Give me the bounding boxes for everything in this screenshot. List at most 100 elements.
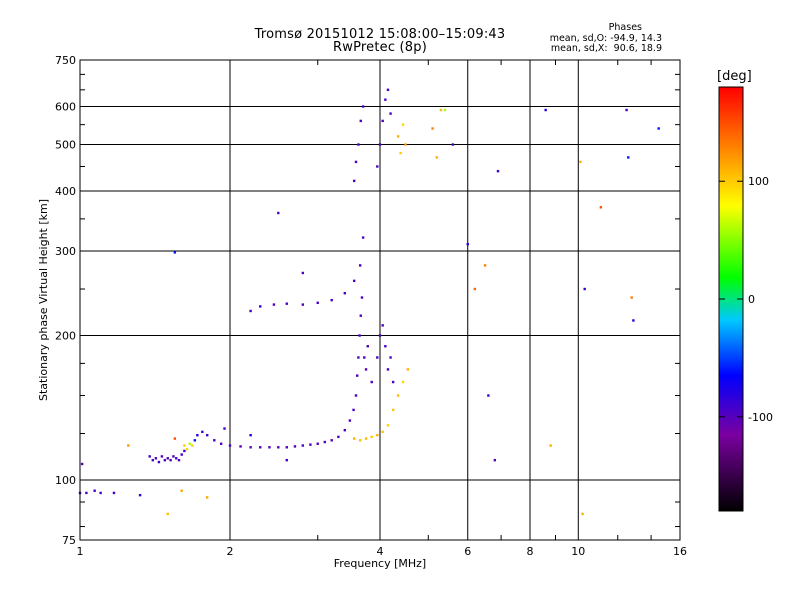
data-point xyxy=(359,314,362,317)
y-tick-label: 600 xyxy=(55,101,76,114)
data-point xyxy=(376,165,379,168)
data-point xyxy=(239,445,242,448)
data-point xyxy=(166,512,169,516)
x-tick-label: 6 xyxy=(464,545,471,558)
data-point xyxy=(630,296,633,299)
data-point xyxy=(268,446,271,449)
data-point xyxy=(583,287,586,291)
data-point xyxy=(309,443,312,446)
data-point xyxy=(381,430,384,434)
data-point xyxy=(330,439,333,442)
data-point xyxy=(157,460,161,464)
data-point xyxy=(358,439,362,442)
data-point xyxy=(386,88,390,92)
data-point xyxy=(431,127,434,130)
data-point xyxy=(549,444,552,447)
y-tick-label: 75 xyxy=(62,534,76,547)
data-point xyxy=(151,458,155,462)
y-tick-label: 200 xyxy=(55,330,76,343)
data-point xyxy=(632,319,635,322)
plot-frame xyxy=(79,59,681,541)
stats-title: Phases xyxy=(608,22,642,33)
data-point xyxy=(163,458,167,462)
data-point xyxy=(358,334,361,337)
data-point xyxy=(301,444,305,447)
data-point xyxy=(384,98,387,101)
data-point xyxy=(185,447,189,451)
data-point xyxy=(360,296,364,299)
data-point xyxy=(370,435,373,439)
data-point xyxy=(249,309,252,313)
data-point xyxy=(401,380,405,384)
data-point xyxy=(183,444,186,447)
data-point xyxy=(361,236,365,239)
data-point xyxy=(487,394,490,397)
data-point xyxy=(272,303,276,306)
data-point xyxy=(361,105,365,108)
x-tick-label: 1 xyxy=(77,545,84,558)
y-axis: 75 100 200 300 400 500 600 750 xyxy=(55,54,680,547)
data-point xyxy=(219,442,223,445)
data-point xyxy=(205,496,209,499)
data-point xyxy=(352,179,356,183)
data-point xyxy=(396,135,400,138)
data-point xyxy=(364,437,368,440)
colorbar-ticks: 100 0 -100 xyxy=(719,175,773,424)
data-point xyxy=(404,143,407,146)
y-tick-label: 500 xyxy=(55,139,76,152)
data-point xyxy=(435,156,438,159)
data-point xyxy=(191,444,194,447)
data-point xyxy=(127,444,130,447)
data-point xyxy=(466,242,469,246)
data-point xyxy=(293,445,297,448)
data-point xyxy=(386,368,390,371)
data-point xyxy=(249,433,252,437)
data-point xyxy=(196,433,199,437)
data-point xyxy=(493,458,497,462)
data-point xyxy=(357,356,360,359)
data-point xyxy=(399,151,402,155)
data-point xyxy=(85,491,88,495)
data-point xyxy=(301,271,305,275)
data-point xyxy=(391,408,395,412)
data-point xyxy=(364,368,368,371)
data-point xyxy=(173,437,177,440)
data-point xyxy=(183,449,186,453)
data-point xyxy=(201,430,204,434)
y-tick-label: 300 xyxy=(55,245,76,258)
data-point xyxy=(169,458,172,462)
data-point xyxy=(188,442,191,445)
data-point xyxy=(579,160,582,164)
data-points xyxy=(78,88,660,516)
data-point xyxy=(249,446,252,449)
data-point xyxy=(381,324,384,327)
data-point xyxy=(352,437,356,440)
data-point xyxy=(259,305,262,308)
data-point xyxy=(401,123,405,126)
data-point xyxy=(389,356,392,359)
data-point xyxy=(154,457,158,460)
data-point xyxy=(213,439,216,442)
data-point xyxy=(352,279,356,283)
data-point xyxy=(80,462,84,466)
data-point xyxy=(175,457,178,460)
plot-grid xyxy=(80,60,680,540)
data-point xyxy=(396,394,400,397)
data-point xyxy=(358,264,362,267)
data-point xyxy=(376,356,379,359)
data-point xyxy=(389,112,392,115)
y-tick-label: 750 xyxy=(55,54,76,67)
data-point xyxy=(348,419,352,422)
x-tick-label: 4 xyxy=(377,545,384,558)
y-tick-label: 400 xyxy=(55,185,76,198)
data-point xyxy=(627,156,630,159)
data-point xyxy=(355,374,359,377)
chart-title: Tromsø 20151012 15:08:00–15:09:43 xyxy=(254,27,506,42)
data-point xyxy=(386,424,390,427)
data-point xyxy=(316,442,319,445)
data-point xyxy=(359,119,362,123)
x-axis: 1 2 4 6 8 10 16 xyxy=(77,60,687,558)
data-point xyxy=(343,292,347,295)
data-point xyxy=(354,160,358,164)
data-point xyxy=(363,356,366,359)
